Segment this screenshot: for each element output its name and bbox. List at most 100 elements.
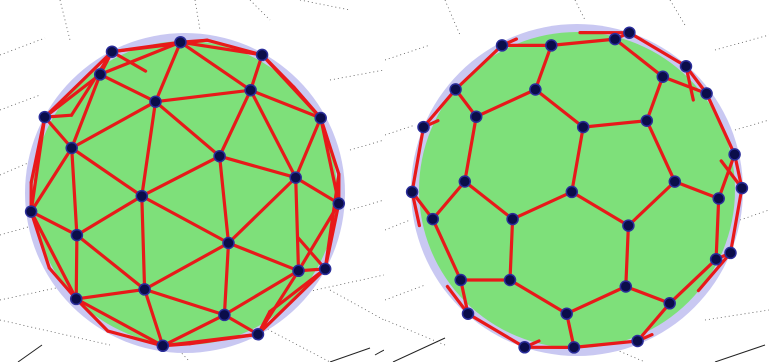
mesh-node [332, 197, 346, 210]
mesh-edge [410, 125, 426, 194]
mesh-node [622, 219, 635, 232]
mesh-node [244, 83, 257, 97]
mesh-edge [29, 146, 74, 214]
mesh-edge [69, 50, 114, 117]
mesh-node [454, 273, 467, 287]
axis-lines [17, 344, 384, 362]
mesh-edge [110, 50, 148, 73]
mesh-node [728, 148, 741, 161]
mesh-node [724, 246, 737, 260]
mesh-edge [74, 233, 79, 301]
mesh-edge [140, 194, 231, 245]
mesh-edge [249, 88, 298, 180]
mesh-node [174, 35, 187, 49]
mesh-edge [294, 176, 341, 206]
background-grid [0, 0, 384, 362]
mesh-edge [29, 115, 47, 214]
mesh-node [545, 39, 558, 52]
mesh-edge [533, 43, 553, 92]
mesh-node [65, 141, 78, 155]
mesh-edge [74, 287, 147, 301]
mesh-edge [717, 152, 737, 201]
mesh-node [70, 228, 84, 242]
mesh-edge [645, 75, 665, 123]
mesh-node [640, 114, 654, 127]
mesh-node [314, 111, 327, 125]
mesh-edge [161, 313, 226, 348]
mesh-node [449, 83, 462, 96]
mesh-node [251, 328, 265, 341]
mesh-node [709, 253, 723, 266]
mesh-edge [143, 241, 231, 291]
mesh-edge [256, 269, 301, 336]
mesh-edge [43, 115, 74, 150]
mesh-edge [533, 87, 585, 129]
mesh-node [105, 45, 119, 58]
mesh-node [38, 110, 52, 124]
mesh-node [213, 149, 226, 163]
mesh-edge [205, 38, 264, 57]
mesh-node [668, 175, 682, 188]
mesh-edge [98, 72, 158, 104]
mesh-edge [140, 194, 147, 291]
mesh-edge [645, 119, 677, 184]
mesh-node [135, 189, 149, 203]
mesh-edge [431, 217, 463, 282]
mesh-edge [565, 284, 628, 316]
mesh-node [656, 70, 670, 83]
mesh-edge [613, 37, 665, 79]
mesh-node [426, 212, 440, 226]
mesh-edge [143, 287, 165, 348]
mesh-node [222, 236, 235, 250]
mesh-edge [140, 154, 222, 198]
mesh-edge [153, 40, 183, 104]
mesh-edge [249, 88, 323, 120]
mesh-edge [626, 180, 677, 228]
mesh-edge [581, 119, 649, 129]
mesh-node [458, 175, 472, 188]
mesh-edge [178, 40, 253, 92]
mesh-node [138, 283, 151, 296]
mesh-node [663, 297, 676, 310]
mesh-edge [292, 85, 323, 120]
mesh-edge [627, 31, 688, 68]
mesh-edge [43, 72, 102, 119]
mesh-node [495, 39, 509, 52]
mesh-edge [218, 154, 298, 180]
mesh-edge [226, 176, 298, 245]
mesh-edge [466, 312, 527, 349]
geodesic-sphere-plot [0, 0, 384, 362]
mesh-edge [256, 267, 327, 336]
mesh-edge [74, 297, 110, 333]
mesh-node [679, 60, 693, 73]
mesh-edge [570, 190, 630, 228]
mesh-node [405, 185, 419, 199]
mesh-edge [624, 224, 630, 289]
mesh-node [24, 205, 38, 218]
mesh-node [292, 264, 305, 278]
mesh-node [461, 307, 475, 320]
mesh-node [255, 48, 269, 62]
mesh-node [69, 292, 83, 306]
mesh-edge [110, 38, 209, 54]
mesh-edge [549, 37, 617, 48]
mesh-edge [421, 87, 458, 129]
mesh-edge [98, 40, 183, 77]
mesh-edge [47, 266, 78, 301]
mesh-edge [673, 180, 721, 201]
mesh-edge [106, 329, 165, 348]
mesh-edge [453, 43, 504, 92]
mesh-edge [260, 53, 296, 89]
mesh-edge [70, 146, 144, 198]
mesh-node [506, 212, 519, 226]
mesh-edge [222, 313, 260, 336]
mesh-edge [572, 339, 640, 349]
background-grid [385, 0, 769, 362]
mesh-edge [143, 287, 226, 317]
mesh-edge [728, 186, 744, 255]
mesh-node [608, 32, 622, 46]
mesh-edge [222, 241, 231, 317]
mesh-node [560, 307, 573, 320]
mesh-edge [624, 284, 672, 305]
mesh-edge [29, 210, 78, 301]
